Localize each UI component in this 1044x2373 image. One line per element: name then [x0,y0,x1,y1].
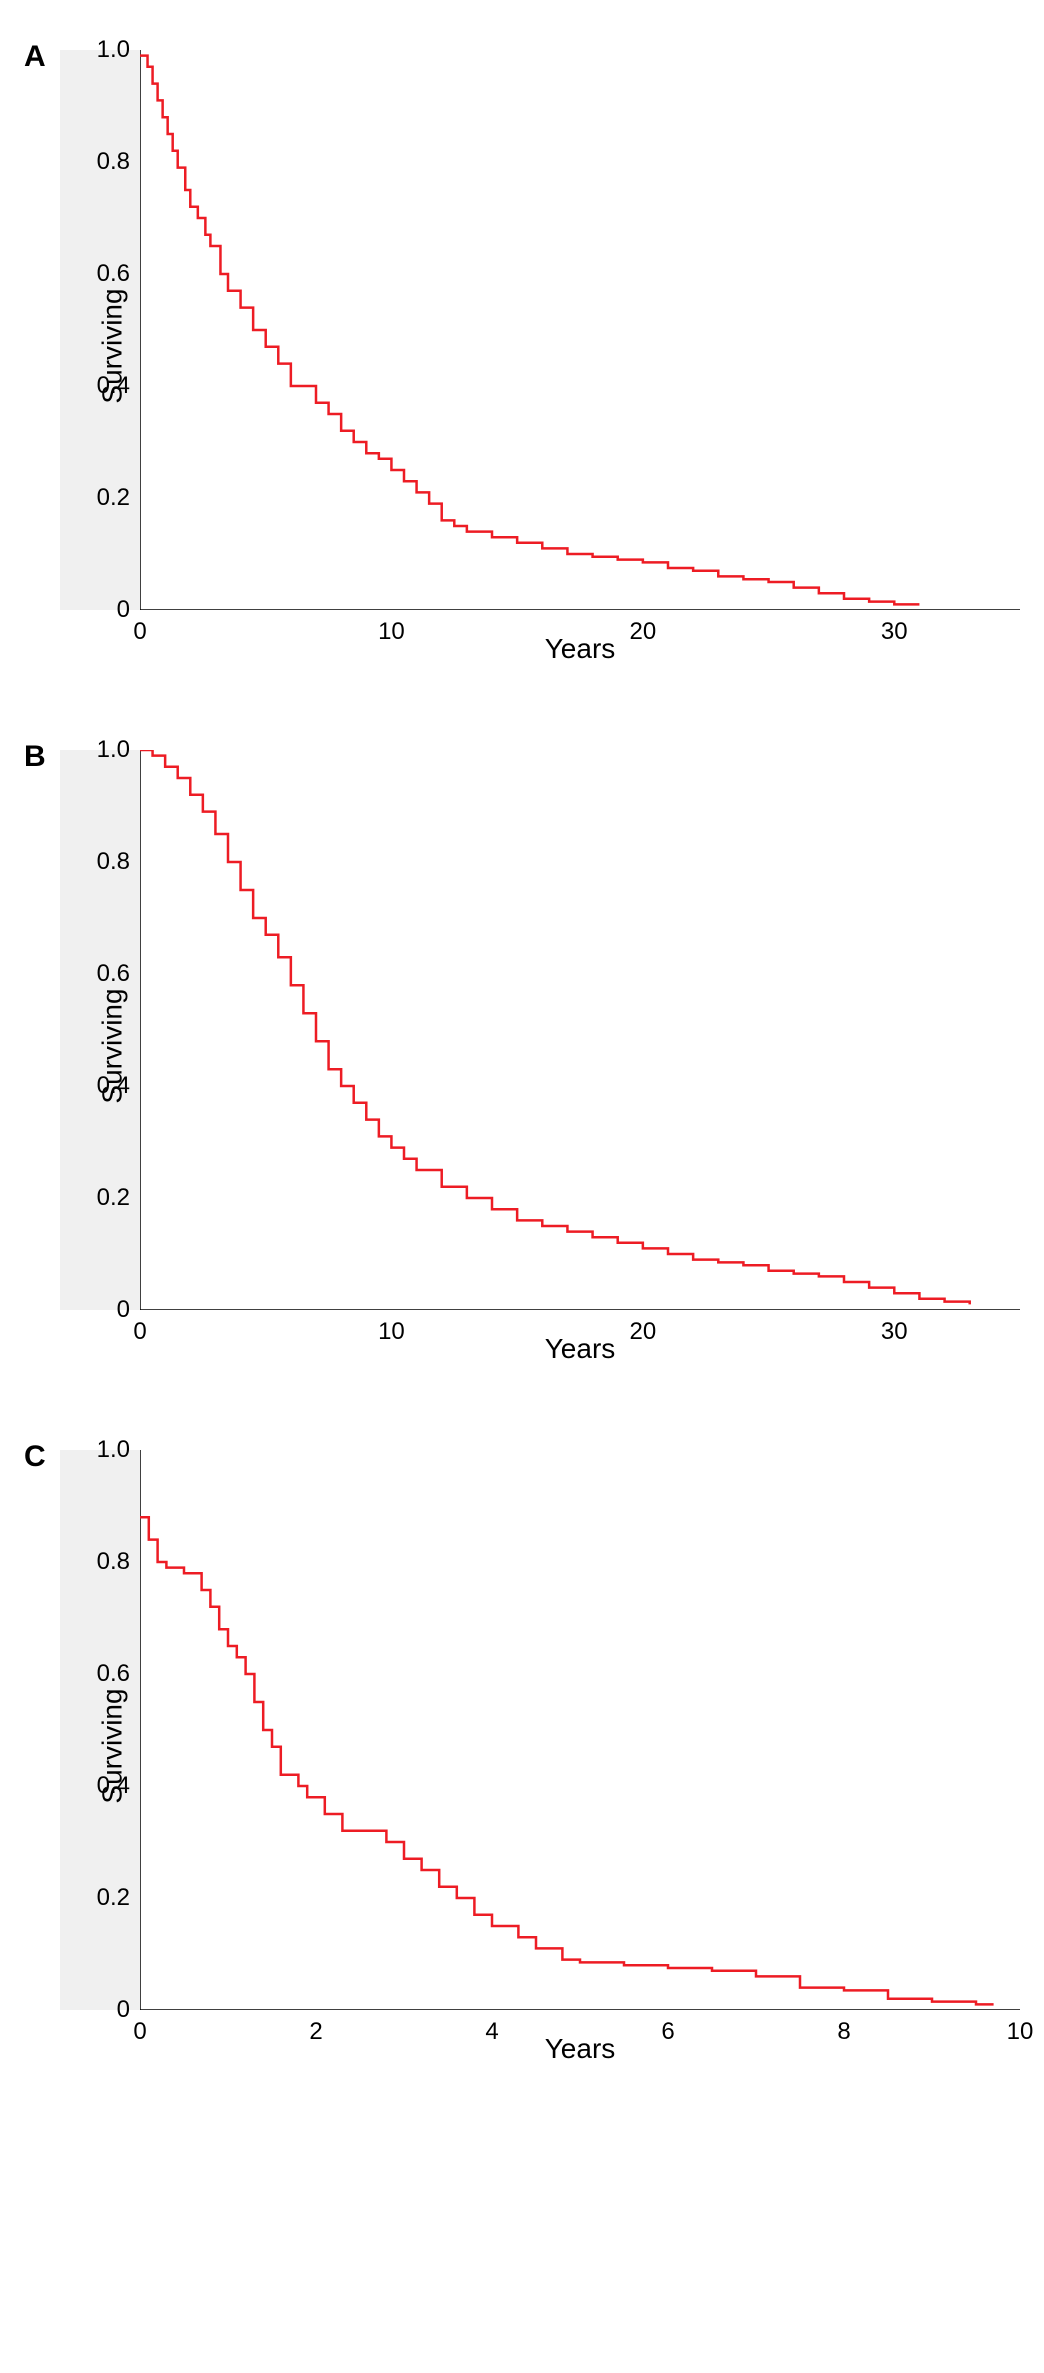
y-tick-label: 0.6 [97,260,140,288]
y-axis-title: Surviving [97,1688,129,1803]
y-tick-label: 0.8 [97,848,140,876]
panel-b: B 010203000.20.40.60.81.0SurvivingYears [0,740,1044,1380]
survival-curve [140,750,970,1304]
survival-curve [140,56,919,605]
survival-curve-svg [140,750,1020,1310]
y-tick-label: 0.2 [97,484,140,512]
axes [140,750,1020,1310]
chart-wrap: 024681000.20.40.60.81.0SurvivingYears [60,1440,1040,2080]
y-tick-label: 0.6 [97,1660,140,1688]
y-tick-label: 0 [117,1296,140,1324]
plot-area: 024681000.20.40.60.81.0SurvivingYears [140,1450,1020,2010]
panel-label: C [24,1440,46,1474]
y-tick-label: 0.6 [97,960,140,988]
panel-a: A 010203000.20.40.60.81.0SurvivingYears [0,40,1044,680]
y-tick-label: 0.2 [97,1884,140,1912]
y-tick-label: 0 [117,596,140,624]
y-tick-label: 1.0 [97,36,140,64]
survival-curve-svg [140,50,1020,610]
y-axis-title: Surviving [97,988,129,1103]
chart-wrap: 010203000.20.40.60.81.0SurvivingYears [60,40,1040,680]
survival-curve-svg [140,1450,1020,2010]
axes [140,50,1020,610]
plot-area: 010203000.20.40.60.81.0SurvivingYears [140,50,1020,610]
y-tick-label: 0.8 [97,1548,140,1576]
x-axis-title: Years [140,1333,1020,1365]
y-tick-label: 0 [117,1996,140,2024]
x-axis-title: Years [140,2033,1020,2065]
plot-area: 010203000.20.40.60.81.0SurvivingYears [140,750,1020,1310]
panel-c: C 024681000.20.40.60.81.0SurvivingYears [0,1440,1044,2080]
y-axis-title: Surviving [97,288,129,403]
panel-label: B [24,740,46,774]
y-tick-label: 0.8 [97,148,140,176]
x-axis-title: Years [140,633,1020,665]
survival-curve [140,1517,994,2004]
panel-label: A [24,40,46,74]
y-tick-label: 1.0 [97,1436,140,1464]
chart-wrap: 010203000.20.40.60.81.0SurvivingYears [60,740,1040,1380]
y-tick-label: 1.0 [97,736,140,764]
y-tick-label: 0.2 [97,1184,140,1212]
